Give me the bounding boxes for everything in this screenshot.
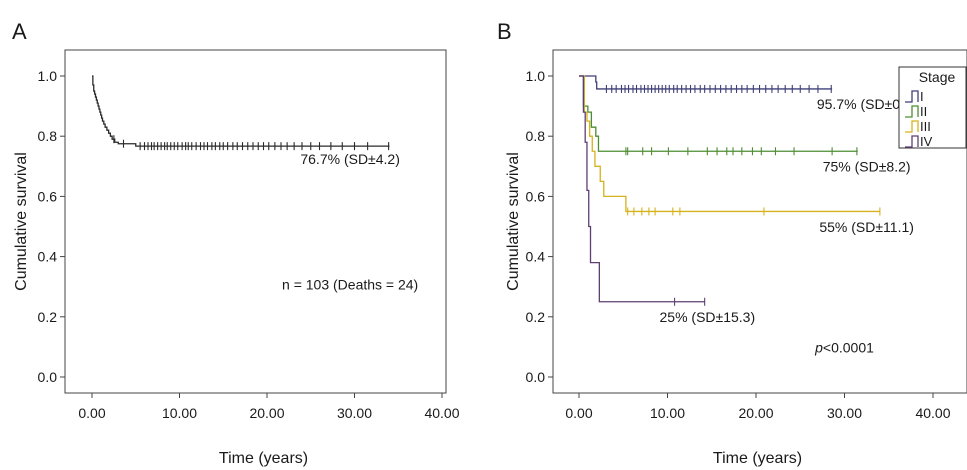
annotation-text: <0.0001 [823, 339, 874, 355]
x-tick-label: 20.00 [249, 405, 284, 421]
annotation: 76.7% (SD±4.2) [300, 151, 400, 167]
y-tick-label: 0.2 [526, 309, 546, 325]
y-tick-label: 0.6 [38, 188, 58, 204]
x-tick-label: 20.00 [738, 405, 773, 421]
y-tick-label: 0.6 [526, 188, 546, 204]
y-tick-label: 0.8 [526, 128, 546, 144]
survival-series-stage-iii [579, 75, 881, 216]
legend-label-stage-iv: IV [920, 134, 933, 149]
y-axis-label: Cumulative survival [13, 152, 30, 291]
legend-swatch-stage-iii [905, 120, 919, 133]
y-tick-label: 0.0 [38, 369, 58, 385]
x-axis-label: Time (years) [219, 450, 308, 467]
survival-curve [579, 75, 705, 303]
survival-curve [579, 75, 833, 90]
y-tick-label: 0.4 [526, 249, 546, 265]
x-tick-label: 0.00 [565, 405, 592, 421]
legend-swatch-stage-i [905, 90, 919, 103]
legend-swatch-stage-ii [905, 105, 919, 118]
panel-b: B 0.0 0.2 0.4 0.6 0.8 1.0 0.00 10.00 20.00 30.00 40… [497, 19, 967, 467]
x-tick-label: 0.00 [78, 405, 105, 421]
survival-curve [579, 75, 880, 213]
survival-series [92, 75, 390, 151]
x-axis-label: Time (years) [713, 450, 802, 467]
survival-curve [579, 75, 858, 152]
annotation: p<0.0001 [814, 339, 874, 355]
y-tick-label: 0.0 [526, 369, 546, 385]
annotation: 75% (SD±8.2) [823, 159, 911, 175]
x-tick-label: 40.00 [424, 405, 459, 421]
y-tick-label: 1.0 [38, 68, 58, 84]
legend-box [898, 66, 967, 149]
annotation: 25% (SD±15.3) [660, 309, 756, 325]
y-tick-label: 1.0 [526, 68, 546, 84]
y-tick-label: 0.8 [38, 128, 58, 144]
x-tick-label: 40.00 [915, 405, 950, 421]
x-tick-label: 10.00 [650, 405, 685, 421]
legend-title: Stage [919, 69, 956, 85]
annotation: 95.7% (SD±0.3) [817, 96, 917, 112]
y-tick-label: 0.2 [38, 309, 58, 325]
y-axis-label: Cumulative survival [505, 152, 522, 291]
survival-curve [92, 75, 390, 147]
survival-series-stage-ii [579, 75, 858, 156]
annotation-italic: p [814, 339, 823, 355]
legend-label-stage-ii: II [920, 104, 927, 119]
x-tick-label: 30.00 [827, 405, 862, 421]
annotation: n = 103 (Deaths = 24) [282, 277, 418, 293]
survival-series-stage-iv [579, 75, 706, 306]
panel-label: A [12, 19, 27, 44]
plot-frame [552, 49, 967, 394]
plot-frame [64, 49, 447, 394]
legend-label-stage-iii: III [920, 119, 931, 134]
survival-series-stage-i [579, 75, 833, 93]
x-tick-label: 30.00 [337, 405, 372, 421]
legend-label-stage-i: I [920, 89, 924, 104]
y-tick-label: 0.4 [38, 249, 58, 265]
panel-label: B [497, 19, 512, 44]
x-tick-label: 10.00 [162, 405, 197, 421]
panel-a: A 0.0 0.2 0.4 0.6 0.8 1.0 0.00 10.00 20.00 30.00 40… [12, 19, 460, 467]
annotation: 55% (SD±11.1) [819, 219, 914, 235]
legend-swatch-stage-iv [905, 135, 919, 148]
